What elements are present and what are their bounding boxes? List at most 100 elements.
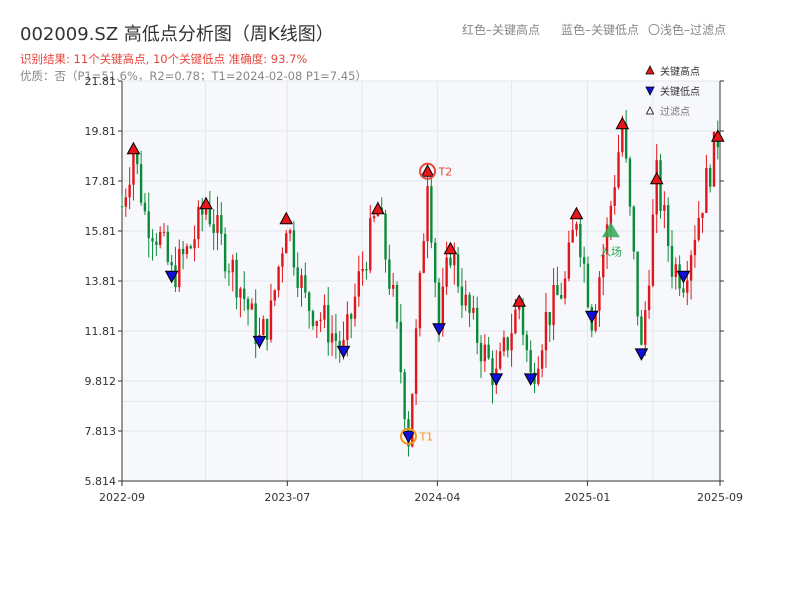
- candle: [552, 268, 555, 341]
- legend-label-low: 关键低点: [660, 85, 700, 98]
- key-high-marker: [649, 171, 664, 185]
- candle: [487, 337, 490, 360]
- candle: [254, 289, 257, 359]
- candle-body: [621, 123, 624, 153]
- candle: [178, 239, 181, 292]
- candle-body: [594, 310, 597, 331]
- candle: [365, 261, 368, 280]
- candle-body: [602, 254, 605, 278]
- candle: [418, 270, 422, 337]
- candle-body: [445, 257, 448, 287]
- candle: [357, 255, 360, 307]
- candle-body: [285, 233, 288, 254]
- candle-body: [414, 328, 418, 394]
- candle: [529, 340, 532, 375]
- candle: [628, 156, 632, 216]
- candle: [292, 220, 296, 276]
- candle-body: [475, 307, 479, 343]
- candle: [216, 196, 219, 251]
- candle-body: [605, 224, 609, 255]
- candle-body: [640, 316, 643, 345]
- candle-body: [384, 213, 387, 260]
- candle: [449, 253, 452, 269]
- entry-marker: [601, 222, 620, 238]
- candle-body: [136, 152, 139, 165]
- candle: [422, 233, 425, 274]
- candle: [644, 301, 647, 356]
- candle: [670, 230, 674, 289]
- key-low-marker: [523, 373, 538, 386]
- candle-body: [586, 263, 590, 308]
- candle-body: [617, 152, 620, 188]
- candle-body: [361, 269, 364, 272]
- candle: [632, 205, 635, 260]
- candle-body: [170, 261, 173, 266]
- candle: [349, 312, 353, 339]
- candle: [414, 319, 418, 406]
- key-low-marker: [336, 345, 351, 359]
- candle-body: [560, 294, 563, 299]
- candle-body: [353, 296, 357, 319]
- candle: [411, 393, 414, 448]
- y-tick-label: 5.814: [85, 475, 117, 488]
- candle-body: [124, 197, 128, 207]
- candle: [525, 330, 529, 362]
- candle-body: [319, 319, 322, 322]
- candle-body: [369, 218, 372, 271]
- y-tick-label: 11.81: [85, 325, 117, 338]
- key-high-marker: [199, 196, 213, 210]
- candle: [575, 221, 578, 237]
- candle-body: [181, 248, 185, 255]
- candle-body: [498, 351, 502, 369]
- candle: [582, 246, 586, 283]
- top-legend-filtered: 〇浅色–过滤点: [648, 23, 727, 37]
- candle: [640, 310, 643, 346]
- candle-body: [666, 205, 670, 246]
- candle: [185, 243, 189, 259]
- candle: [265, 318, 269, 351]
- candle-body: [468, 294, 471, 313]
- candle: [166, 225, 170, 265]
- annotation-label-t2: T2: [438, 165, 453, 178]
- candle-body: [636, 251, 639, 317]
- candle: [479, 335, 483, 378]
- candle-body: [521, 302, 525, 335]
- candle-body: [243, 288, 246, 300]
- candle-body: [342, 339, 345, 349]
- candle-body: [132, 152, 135, 185]
- candle-body: [357, 271, 360, 297]
- chart-subtitle-quality: 优质：否（P1=51.6%，R2=0.78；T1=2024-02-08 P1=7…: [20, 69, 367, 83]
- candle-body: [403, 372, 406, 420]
- candle: [227, 263, 231, 286]
- candle: [296, 252, 299, 297]
- candle: [197, 200, 200, 248]
- candle: [334, 314, 338, 359]
- candle-body: [426, 186, 429, 242]
- candle-body: [705, 168, 708, 213]
- candle: [323, 294, 326, 329]
- candle: [659, 154, 662, 219]
- candle-body: [162, 231, 166, 233]
- candle-body: [151, 238, 154, 242]
- candle-body: [254, 303, 257, 345]
- candle-body: [632, 206, 635, 252]
- candle: [483, 334, 487, 372]
- candle-body: [307, 292, 311, 311]
- candle: [472, 295, 475, 320]
- candle: [433, 237, 437, 298]
- candle-body: [158, 231, 162, 245]
- candle: [579, 218, 582, 268]
- candle-body: [220, 215, 223, 234]
- candle: [124, 188, 128, 217]
- candle: [560, 282, 563, 300]
- candle-body: [250, 303, 254, 310]
- candle-body: [674, 264, 678, 277]
- candle: [212, 208, 215, 251]
- candle: [403, 368, 406, 429]
- candle-body: [311, 310, 315, 326]
- candle-body: [556, 285, 559, 295]
- candle-body: [204, 205, 208, 215]
- candle: [464, 280, 467, 312]
- candle-body: [304, 275, 307, 293]
